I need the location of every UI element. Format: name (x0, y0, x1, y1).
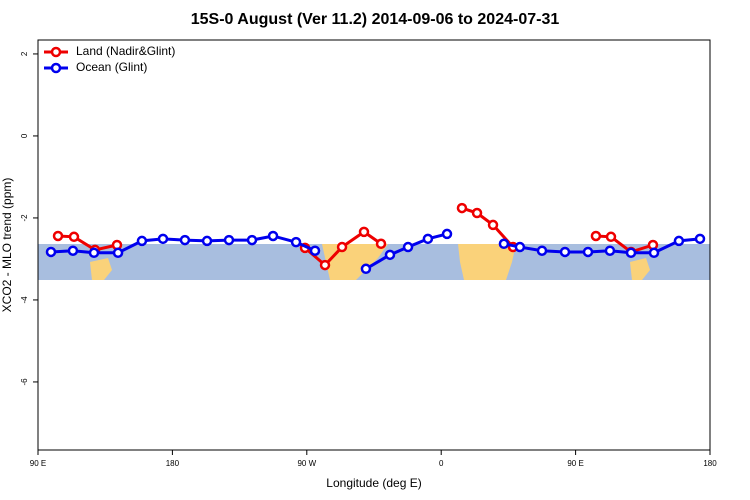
point (136, 235, 148, 247)
point (456, 202, 468, 214)
point (201, 235, 213, 247)
x-tick-label: 90 E (30, 459, 46, 468)
point (582, 246, 594, 258)
plot-frame (37, 39, 711, 451)
point (319, 259, 331, 271)
legend-marker (50, 46, 62, 58)
x-tick-label: 90 W (297, 459, 316, 468)
point (223, 234, 235, 246)
point (375, 238, 387, 250)
point (625, 247, 637, 259)
point (498, 238, 510, 250)
point (384, 249, 396, 261)
y-tick-label: -6 (20, 378, 29, 386)
x-tick-label: 0 (439, 459, 444, 468)
point (112, 247, 124, 259)
point (246, 234, 258, 246)
point (590, 230, 602, 242)
y-tick-label: -4 (20, 296, 29, 304)
point (471, 207, 483, 219)
point (336, 241, 348, 253)
point (648, 247, 660, 259)
y-tick-label: -2 (20, 214, 29, 222)
point (52, 230, 64, 242)
point (422, 233, 434, 245)
point (694, 233, 706, 245)
point (179, 234, 191, 246)
point (67, 245, 79, 256)
point (88, 247, 100, 259)
legend-label: Land (Nadir&Glint) (76, 44, 175, 58)
legend-marker (50, 62, 62, 74)
x-tick-label: 90 E (567, 459, 583, 468)
point (68, 231, 80, 243)
point (559, 246, 571, 258)
point (157, 233, 169, 245)
y-tick-label: 0 (20, 133, 29, 138)
point (402, 241, 414, 253)
point (514, 241, 526, 253)
point (536, 245, 548, 256)
point (290, 236, 302, 248)
point (358, 226, 370, 238)
x-axis-label: Longitude (deg E) (326, 476, 421, 490)
point (309, 245, 321, 256)
y-tick-label: 2 (20, 51, 29, 56)
point (487, 219, 499, 231)
point (360, 263, 372, 275)
point (441, 228, 453, 240)
point (605, 231, 617, 243)
legend-label: Ocean (Glint) (76, 60, 147, 74)
y-axis-label: XCO2 - MLO trend (ppm) (0, 178, 14, 313)
point (45, 246, 57, 258)
point (673, 235, 685, 247)
chart-title: 15S-0 August (Ver 11.2) 2014-09-06 to 20… (191, 11, 560, 28)
x-tick-label: 180 (703, 459, 717, 468)
x-tick-label: 180 (166, 459, 180, 468)
point (604, 245, 616, 256)
point (267, 230, 279, 242)
